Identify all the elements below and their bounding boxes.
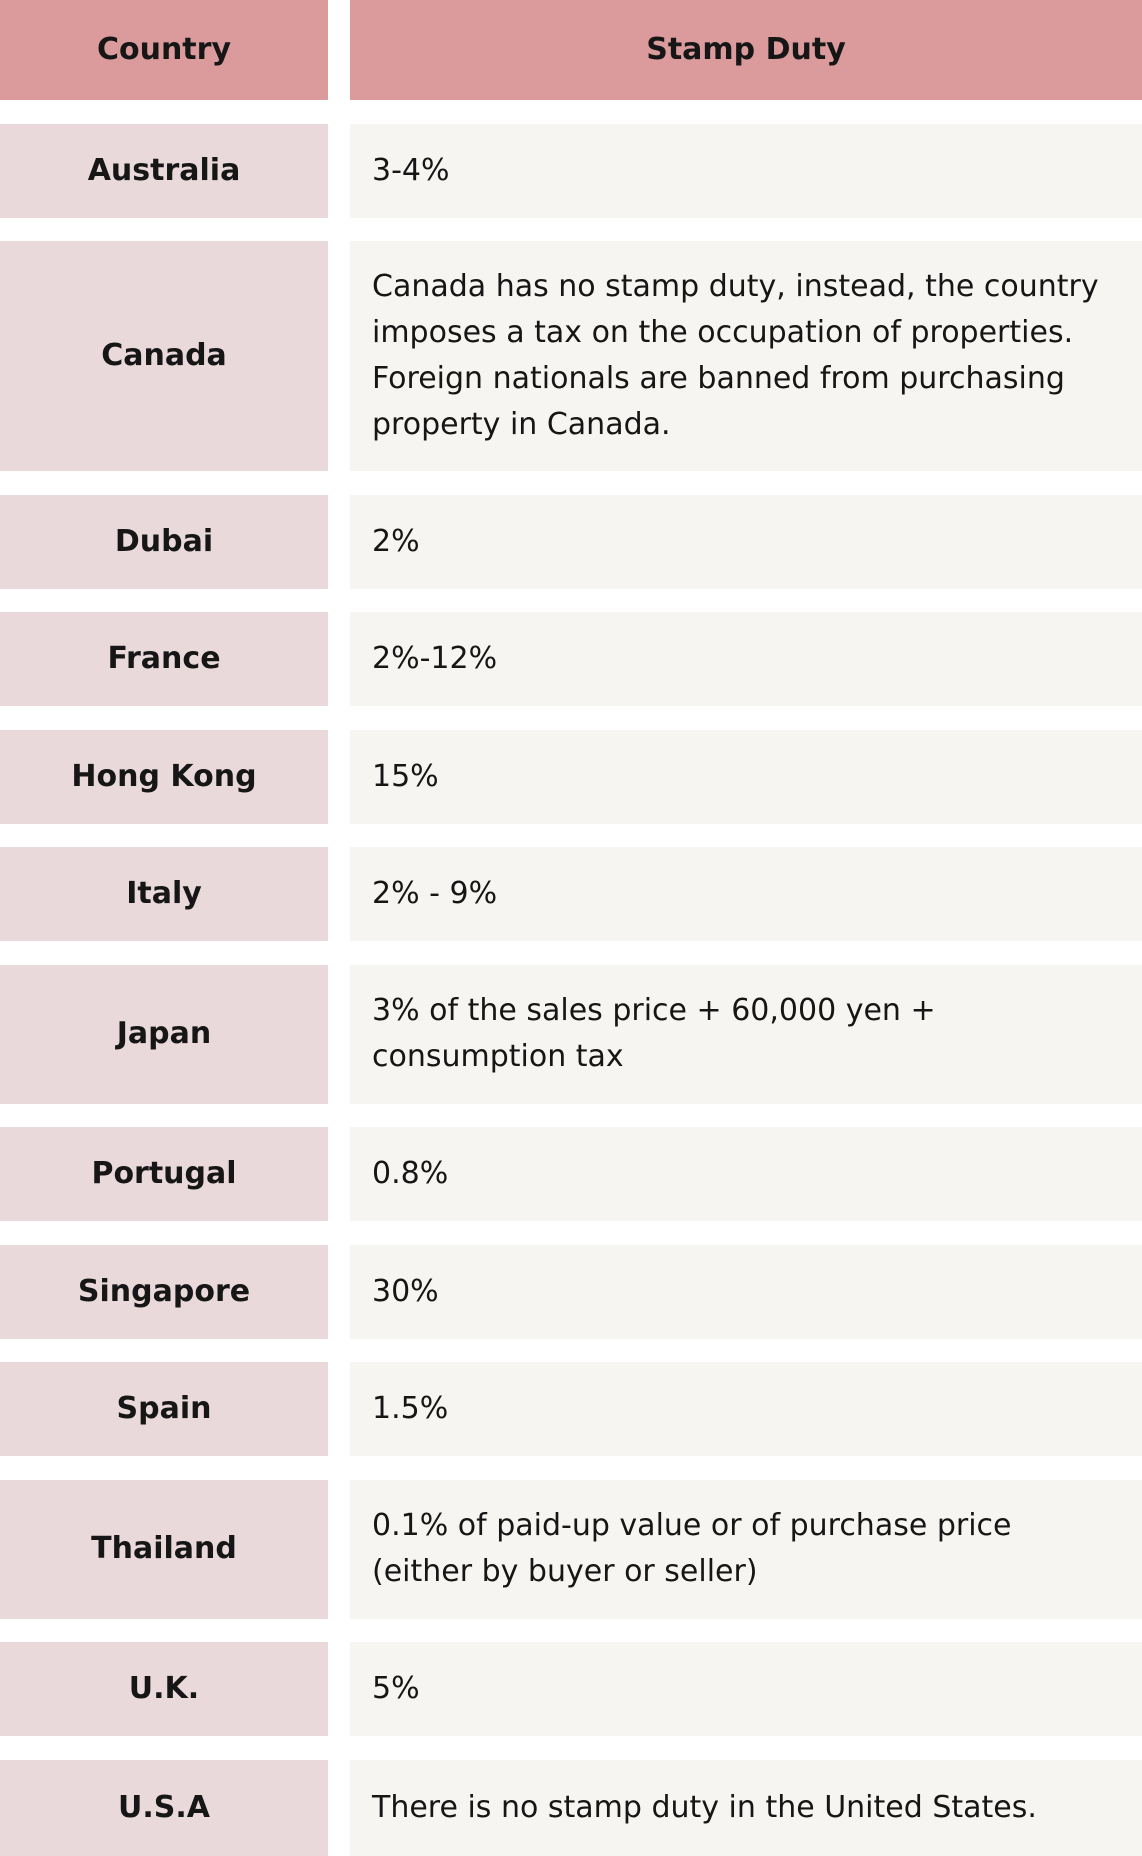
country-cell: France — [0, 612, 328, 706]
duty-cell: There is no stamp duty in the United Sta… — [350, 1759, 1142, 1856]
duty-cell: 0.8% — [350, 1127, 1142, 1221]
country-cell: Hong Kong — [0, 729, 328, 824]
country-cell: Japan — [0, 964, 328, 1104]
duty-cell: 1.5% — [350, 1362, 1142, 1456]
country-cell: Thailand — [0, 1479, 328, 1619]
country-cell: Canada — [0, 241, 328, 471]
country-cell: U.K. — [0, 1642, 328, 1736]
duty-cell: 2% — [350, 494, 1142, 589]
duty-cell: 2%-12% — [350, 612, 1142, 706]
duty-cell: 3% of the sales price + 60,000 yen + con… — [350, 964, 1142, 1104]
duty-cell: 30% — [350, 1244, 1142, 1339]
duty-cell: 2% - 9% — [350, 847, 1142, 941]
country-cell: U.S.A — [0, 1759, 328, 1856]
country-cell: Singapore — [0, 1244, 328, 1339]
duty-cell: 15% — [350, 729, 1142, 824]
country-cell: Portugal — [0, 1127, 328, 1221]
header-cell: Stamp Duty — [350, 0, 1142, 100]
country-cell: Italy — [0, 847, 328, 941]
duty-cell: 0.1% of paid-up value or of purchase pri… — [350, 1479, 1142, 1619]
country-cell: Australia — [0, 123, 328, 218]
header-cell: Country — [0, 0, 328, 100]
duty-cell: Canada has no stamp duty, instead, the c… — [350, 241, 1142, 471]
duty-cell: 5% — [350, 1642, 1142, 1736]
country-cell: Dubai — [0, 494, 328, 589]
duty-cell: 3-4% — [350, 123, 1142, 218]
country-cell: Spain — [0, 1362, 328, 1456]
